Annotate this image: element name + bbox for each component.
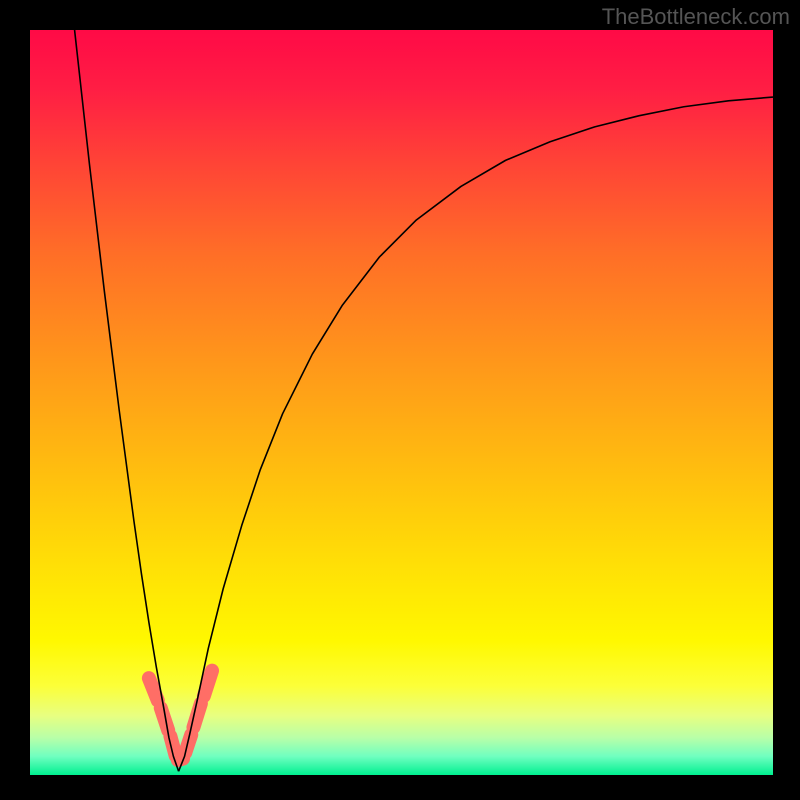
watermark-text: TheBottleneck.com bbox=[602, 4, 790, 30]
marker-segment bbox=[149, 678, 158, 700]
chart-svg bbox=[30, 30, 773, 775]
gradient-background bbox=[30, 30, 773, 775]
chart-root: TheBottleneck.com bbox=[0, 0, 800, 800]
marker-segment bbox=[204, 671, 212, 696]
plot-area bbox=[30, 30, 773, 775]
